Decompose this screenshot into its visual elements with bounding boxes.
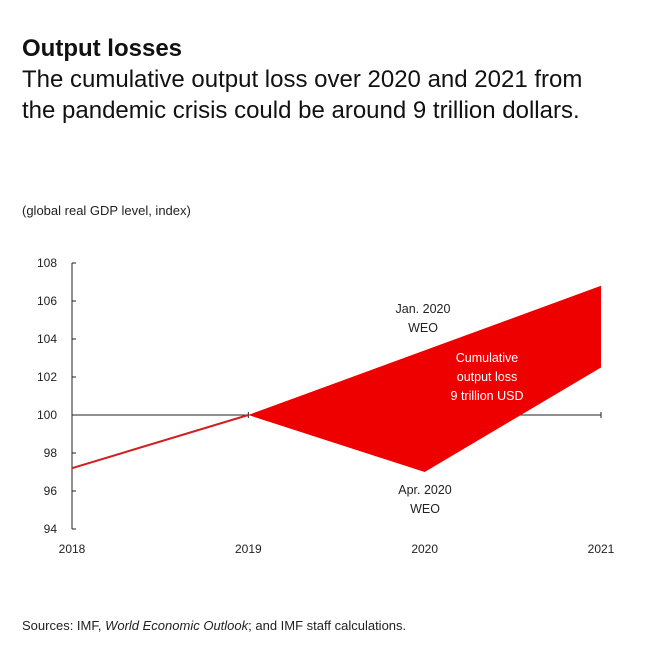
x-tick-label: 2021 xyxy=(588,542,615,556)
x-tick-label: 2020 xyxy=(411,542,438,556)
x-tick-label: 2019 xyxy=(235,542,262,556)
jan-weo-label-line: WEO xyxy=(408,321,438,335)
jan-weo-label: Jan. 2020 WEO xyxy=(396,302,451,335)
source-note: Sources: IMF, World Economic Outlook; an… xyxy=(22,618,406,633)
y-tick-label: 96 xyxy=(44,484,58,498)
chart-annotations: Jan. 2020 WEO Apr. 2020 WEO Cumulative output… xyxy=(396,302,524,516)
source-suffix: ; and IMF staff calculations. xyxy=(248,618,407,633)
series-line-2018-2019 xyxy=(71,414,249,470)
y-tick-label: 98 xyxy=(44,446,58,460)
apr-weo-label: Apr. 2020 WEO xyxy=(398,483,452,516)
cumulative-loss-label-line: 9 trillion USD xyxy=(451,389,524,403)
apr-weo-label-line: Apr. 2020 xyxy=(398,483,452,497)
y-tick-label: 108 xyxy=(37,256,57,270)
chart-marks xyxy=(71,285,602,472)
output-loss-area xyxy=(248,285,602,472)
y-tick-label: 102 xyxy=(37,370,57,384)
cumulative-loss-label-line: Cumulative xyxy=(456,351,519,365)
cumulative-loss-label-line: output loss xyxy=(457,370,517,384)
source-prefix: Sources: IMF, xyxy=(22,618,106,633)
unit-note: (global real GDP level, index) xyxy=(22,203,191,218)
jan-weo-label-line: Jan. 2020 xyxy=(396,302,451,316)
chart-title: Output losses xyxy=(22,35,183,62)
y-tick-label: 100 xyxy=(37,408,57,422)
cumulative-loss-label: Cumulative output loss 9 trillion USD xyxy=(451,351,524,403)
y-tick-label: 104 xyxy=(37,332,57,346)
x-tick-label: 2018 xyxy=(59,542,86,556)
source-italic: World Economic Outlook xyxy=(105,618,249,633)
chart-subtitle: The cumulative output loss over 2020 and… xyxy=(22,66,583,124)
apr-weo-label-line: WEO xyxy=(410,502,440,516)
y-tick-label: 106 xyxy=(37,294,57,308)
y-tick-label: 94 xyxy=(44,522,58,536)
